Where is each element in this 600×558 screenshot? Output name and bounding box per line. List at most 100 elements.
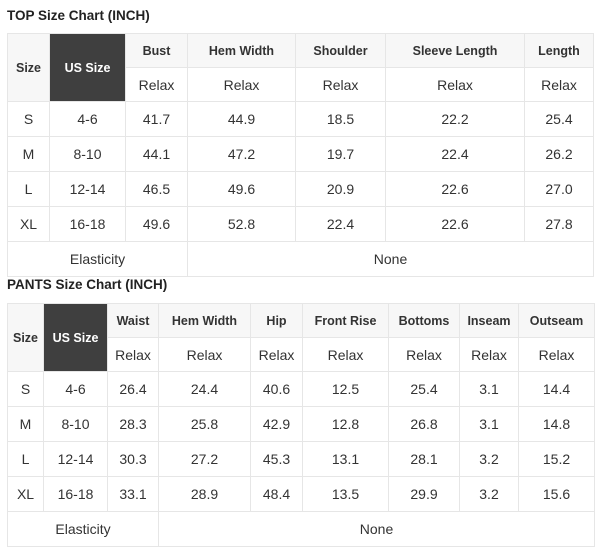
value-cell: 44.9 bbox=[187, 101, 296, 137]
relax-label: Relax bbox=[518, 337, 595, 372]
value-cell: 14.4 bbox=[518, 371, 595, 407]
column-header: Bottoms bbox=[388, 303, 460, 338]
relax-label: Relax bbox=[125, 67, 188, 102]
value-cell: 28.1 bbox=[388, 441, 460, 477]
table-row: L 12-14 30.3 27.2 45.3 13.1 28.1 3.2 15.2 bbox=[7, 441, 595, 477]
value-cell: 48.4 bbox=[250, 476, 303, 512]
subheader-row: Relax Relax Relax Relax Relax Relax Relax bbox=[8, 337, 595, 372]
column-header: Hip bbox=[250, 303, 303, 338]
value-cell: 22.2 bbox=[385, 101, 525, 137]
value-cell: 46.5 bbox=[125, 171, 188, 207]
value-cell: 49.6 bbox=[125, 206, 188, 242]
header-row: Size US Size Bust Hem Width Shoulder Sleeve L… bbox=[7, 33, 594, 102]
value-cell: 27.8 bbox=[524, 206, 594, 242]
relax-label: Relax bbox=[388, 337, 460, 372]
table-row: M 8-10 44.1 47.2 19.7 22.4 26.2 bbox=[7, 136, 594, 172]
value-cell: 52.8 bbox=[187, 206, 296, 242]
value-cell: 3.2 bbox=[459, 441, 519, 477]
size-cell: L bbox=[7, 441, 44, 477]
value-cell: 30.3 bbox=[107, 441, 159, 477]
elasticity-value: None bbox=[187, 241, 594, 277]
value-cell: 25.4 bbox=[524, 101, 594, 137]
value-cell: 44.1 bbox=[125, 136, 188, 172]
value-cell: 22.6 bbox=[385, 206, 525, 242]
pants-size-chart-title: PANTS Size Chart (INCH) bbox=[7, 277, 168, 292]
value-cell: 15.2 bbox=[518, 441, 595, 477]
value-cell: 3.1 bbox=[459, 406, 519, 442]
value-cell: 22.6 bbox=[385, 171, 525, 207]
relax-label: Relax bbox=[107, 337, 159, 372]
subheader-row: Relax Relax Relax Relax Relax bbox=[8, 67, 594, 102]
header-row: Size US Size Waist Hem Width Hip Front Rise Bo… bbox=[7, 303, 595, 372]
value-cell: 40.6 bbox=[250, 371, 303, 407]
value-cell: 13.5 bbox=[302, 476, 389, 512]
table-row: S 4-6 26.4 24.4 40.6 12.5 25.4 3.1 14.4 bbox=[7, 371, 595, 407]
value-cell: 22.4 bbox=[385, 136, 525, 172]
table-row: XL 16-18 49.6 52.8 22.4 22.6 27.8 bbox=[7, 206, 594, 242]
column-header: Bust bbox=[125, 33, 188, 68]
value-cell: 24.4 bbox=[158, 371, 251, 407]
us-size-cell: 16-18 bbox=[43, 476, 108, 512]
value-cell: 28.3 bbox=[107, 406, 159, 442]
column-header: Sleeve Length bbox=[385, 33, 525, 68]
size-cell: M bbox=[7, 136, 50, 172]
value-cell: 42.9 bbox=[250, 406, 303, 442]
value-cell: 15.6 bbox=[518, 476, 595, 512]
us-size-header: US Size bbox=[43, 303, 108, 372]
column-header: Front Rise bbox=[302, 303, 389, 338]
value-cell: 26.4 bbox=[107, 371, 159, 407]
value-cell: 18.5 bbox=[295, 101, 386, 137]
us-size-header: US Size bbox=[49, 33, 126, 102]
top-size-table: Size US Size Bust Hem Width Shoulder Sleeve L… bbox=[7, 33, 594, 277]
value-cell: 3.2 bbox=[459, 476, 519, 512]
size-cell: S bbox=[7, 101, 50, 137]
value-cell: 25.8 bbox=[158, 406, 251, 442]
value-cell: 25.4 bbox=[388, 371, 460, 407]
us-size-cell: 12-14 bbox=[49, 171, 126, 207]
relax-label: Relax bbox=[459, 337, 519, 372]
column-header: Length bbox=[524, 33, 594, 68]
relax-label: Relax bbox=[524, 67, 594, 102]
table-row: L 12-14 46.5 49.6 20.9 22.6 27.0 bbox=[7, 171, 594, 207]
table-row: S 4-6 41.7 44.9 18.5 22.2 25.4 bbox=[7, 101, 594, 137]
table-row: M 8-10 28.3 25.8 42.9 12.8 26.8 3.1 14.8 bbox=[7, 406, 595, 442]
us-size-cell: 4-6 bbox=[49, 101, 126, 137]
relax-label: Relax bbox=[187, 67, 296, 102]
value-cell: 14.8 bbox=[518, 406, 595, 442]
elasticity-label: Elasticity bbox=[7, 241, 188, 277]
column-header: Hem Width bbox=[158, 303, 251, 338]
relax-label: Relax bbox=[250, 337, 303, 372]
relax-label: Relax bbox=[302, 337, 389, 372]
top-size-chart-title: TOP Size Chart (INCH) bbox=[7, 8, 150, 23]
value-cell: 19.7 bbox=[295, 136, 386, 172]
size-cell: S bbox=[7, 371, 44, 407]
size-cell: M bbox=[7, 406, 44, 442]
table-row: XL 16-18 33.1 28.9 48.4 13.5 29.9 3.2 15.6 bbox=[7, 476, 595, 512]
relax-label: Relax bbox=[295, 67, 386, 102]
size-cell: L bbox=[7, 171, 50, 207]
value-cell: 28.9 bbox=[158, 476, 251, 512]
value-cell: 29.9 bbox=[388, 476, 460, 512]
value-cell: 45.3 bbox=[250, 441, 303, 477]
elasticity-row: Elasticity None bbox=[7, 241, 594, 277]
value-cell: 26.2 bbox=[524, 136, 594, 172]
us-size-cell: 12-14 bbox=[43, 441, 108, 477]
size-header: Size bbox=[7, 33, 50, 102]
value-cell: 27.0 bbox=[524, 171, 594, 207]
value-cell: 3.1 bbox=[459, 371, 519, 407]
column-header: Outseam bbox=[518, 303, 595, 338]
us-size-cell: 8-10 bbox=[43, 406, 108, 442]
column-header: Hem Width bbox=[187, 33, 296, 68]
value-cell: 12.8 bbox=[302, 406, 389, 442]
size-header: Size bbox=[7, 303, 44, 372]
elasticity-row: Elasticity None bbox=[7, 511, 595, 547]
value-cell: 12.5 bbox=[302, 371, 389, 407]
us-size-cell: 4-6 bbox=[43, 371, 108, 407]
relax-label: Relax bbox=[158, 337, 251, 372]
column-header: Shoulder bbox=[295, 33, 386, 68]
value-cell: 33.1 bbox=[107, 476, 159, 512]
us-size-cell: 16-18 bbox=[49, 206, 126, 242]
us-size-cell: 8-10 bbox=[49, 136, 126, 172]
column-header: Waist bbox=[107, 303, 159, 338]
size-cell: XL bbox=[7, 476, 44, 512]
